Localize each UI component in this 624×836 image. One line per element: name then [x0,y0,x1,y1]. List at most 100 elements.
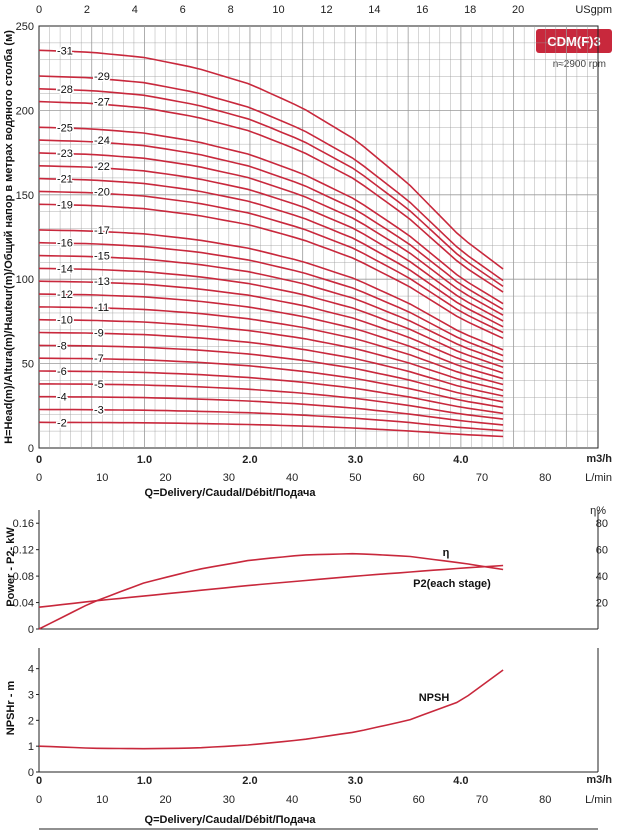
head-x-tick-label: 4.0 [453,454,468,466]
stage-label: -2 [57,417,67,429]
power-y-tick-label: 0 [28,624,34,636]
head-curve-stage-9 [38,331,504,397]
model-badge [536,29,612,53]
npsh-x-tick-lpm: 60 [413,794,425,806]
npsh-x-tick-lpm: 50 [349,794,361,806]
npsh-x-tick-lpm: 80 [539,794,551,806]
head-x-tick-label: 2.0 [242,454,257,466]
npsh-y-tick-label: 2 [28,715,34,727]
stage-label: -22 [94,161,110,173]
head-curve-stage-22 [38,165,504,322]
head-y-tick-label: 100 [16,274,34,286]
stage-label: -28 [57,84,73,96]
power-series-label: P2(each stage) [413,578,491,590]
speed-label: n≈2900 rpm [553,59,606,70]
head-y-tick-label: 150 [16,190,34,202]
head-x-tick-lpm: 30 [223,472,235,484]
head-x-tick-lpm: 80 [539,472,551,484]
npsh-x-tick-label: 3.0 [348,775,363,787]
head-curve-stage-31 [38,49,504,270]
head-curve-stage-12 [38,293,504,380]
head-curve-stage-21 [38,177,504,328]
head-x-tick-usgpm: 2 [84,4,90,16]
head-curve-stage-13 [38,280,504,374]
stage-label: -23 [57,148,73,160]
head-curve-stage-28 [38,88,504,288]
stage-label: -17 [94,225,110,237]
head-x-tick-usgpm: 4 [132,4,138,16]
stage-label: -5 [94,379,104,391]
npsh-y-axis-label: NPSHr - m [5,681,17,736]
head-curve-stage-17 [38,229,504,351]
head-x-axis-label: Q=Delivery/Caudal/Débit/Подача [145,487,317,499]
head-x-tick-lpm: 60 [413,472,425,484]
stage-label: -9 [94,328,104,340]
efficiency-y-tick-label: 60 [596,545,608,557]
model-badge-label: CDM(F)3 [547,34,600,49]
npsh-x-tick-label: 4.0 [453,775,468,787]
head-y-tick-label: 200 [16,105,34,117]
npsh-x-axis-label: Q=Delivery/Caudal/Débit/Подача [145,814,317,826]
head-x-unit-usgpm: USgpm [575,4,612,16]
power-efficiency-chart: 0 0.04 0.08 0.12 0.16 20 40 60 80η% Power - P2- k… [5,505,608,636]
stage-label: -3 [94,405,104,417]
npsh-y-tick-label: 0 [28,767,34,779]
npsh-y-tick-label: 1 [28,741,34,753]
head-curve-stage-5 [39,383,504,420]
stage-label: -25 [57,122,73,134]
head-curve-stage-10 [38,318,504,392]
stage-label: -24 [94,135,110,147]
power-y-tick-label: 0.12 [13,545,34,557]
head-y-tick-label: 0 [28,443,34,455]
head-x-tick-lpm: 40 [286,472,298,484]
head-y-tick-label: 50 [22,359,34,371]
head-x-tick-label: 1.0 [137,454,152,466]
efficiency-y-tick-label: 80 [596,518,608,530]
head-curve-stage-4 [39,395,504,426]
head-y-tick-label: 250 [16,21,34,33]
head-x-tick-lpm: 0 [36,472,42,484]
npsh-x-tick-lpm: 0 [36,794,42,806]
npsh-y-tick-label: 4 [28,664,34,676]
stage-label: -15 [94,251,110,263]
stage-label: -29 [94,71,110,83]
stage-label: -20 [94,186,110,198]
head-x-tick-lpm: 50 [349,472,361,484]
power-y-axis-label: Power - P2- kW [5,527,17,607]
stage-label: -21 [57,174,73,186]
head-x-tick-usgpm: 8 [228,4,234,16]
stage-label: -13 [94,276,110,288]
npsh-x-unit-lpm: L/min [585,794,612,806]
power-y-tick-label: 0.04 [13,598,34,610]
head-plot-frame [38,25,599,449]
head-curve-stage-27 [38,100,504,293]
power-curve [38,564,504,608]
efficiency-y-tick-label: 40 [596,571,608,583]
stage-label: -12 [57,289,73,301]
head-x-tick-lpm: 10 [96,472,108,484]
head-curve-stage-6 [38,370,504,415]
head-curve-stage-25 [38,126,504,305]
stage-label: -14 [57,263,73,275]
head-curve-stage-20 [38,190,504,334]
npsh-series-label: NPSH [419,692,450,704]
head-x-tick-usgpm: 20 [512,4,524,16]
npsh-x-tick-label: 1.0 [137,775,152,787]
head-x-tick-label: 0 [36,454,42,466]
head-x-tick-usgpm: 6 [180,4,186,16]
stage-label: -8 [57,340,67,352]
head-x-tick-usgpm: 14 [368,4,380,16]
head-x-tick-usgpm: 16 [416,4,428,16]
head-curve-stage-2 [38,421,504,438]
head-x-tick-usgpm: 18 [464,4,476,16]
head-curve-stage-24 [38,139,504,311]
head-curve-stage-3 [38,408,504,432]
stage-label: -11 [94,302,109,314]
stage-label: -10 [57,315,73,327]
npsh-x-tick-label: 0 [36,775,42,787]
efficiency-series-label: η [443,547,450,559]
